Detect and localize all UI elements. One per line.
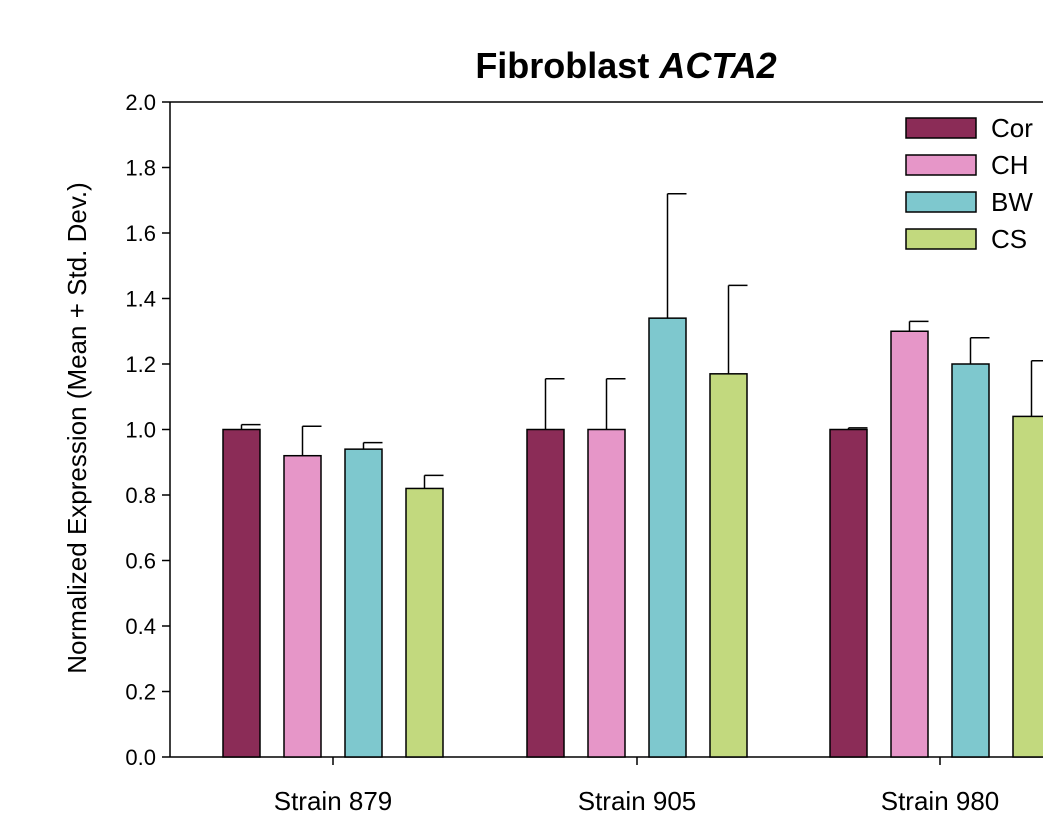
y-tick-label: 0.0: [125, 745, 156, 770]
y-tick-label: 0.4: [125, 614, 156, 639]
chart-title-gene: ACTA2: [658, 45, 776, 86]
chart-title-main: Fibroblast: [475, 45, 659, 86]
x-tick-label: Strain 980: [881, 786, 1000, 816]
y-tick-label: 1.6: [125, 221, 156, 246]
legend-swatch: [905, 191, 977, 213]
bar: [1012, 415, 1043, 758]
legend-label: CH: [991, 150, 1029, 180]
bar: [405, 487, 444, 758]
legend-swatch: [905, 154, 977, 176]
bar: [587, 428, 626, 758]
bar: [709, 373, 748, 758]
y-tick-label: 2.0: [125, 90, 156, 115]
y-tick-label: 0.2: [125, 680, 156, 705]
bar: [222, 428, 261, 758]
legend-label: CS: [991, 224, 1027, 254]
legend-label: Cor: [991, 113, 1033, 143]
bar: [648, 317, 687, 758]
legend-label: BW: [991, 187, 1033, 217]
bar: [829, 428, 868, 758]
bar: [951, 363, 990, 758]
bar: [890, 330, 929, 758]
y-tick-label: 1.2: [125, 352, 156, 377]
legend: Cor CH BW CS: [905, 113, 1033, 254]
bars-group: [222, 192, 1043, 758]
axes: 0.0 0.2 0.4 0.6 0.8 1.0 1.2 1.4 1.6 1.8 2.0 Strain …: [125, 90, 1043, 816]
y-tick-label: 1.8: [125, 156, 156, 181]
y-tick-label: 0.8: [125, 483, 156, 508]
bar: [344, 448, 383, 758]
x-tick-label: Strain 905: [578, 786, 697, 816]
y-axis-label: Normalized Expression (Mean + Std. Dev.): [62, 182, 92, 674]
legend-swatch: [905, 117, 977, 139]
bar: [283, 454, 322, 758]
bar: [526, 428, 565, 758]
y-tick-label: 1.0: [125, 418, 156, 443]
x-tick-label: Strain 879: [274, 786, 393, 816]
legend-swatch: [905, 228, 977, 250]
chart-title: Fibroblast ACTA2: [475, 45, 776, 86]
y-tick-label: 1.4: [125, 287, 156, 312]
y-tick-label: 0.6: [125, 549, 156, 574]
